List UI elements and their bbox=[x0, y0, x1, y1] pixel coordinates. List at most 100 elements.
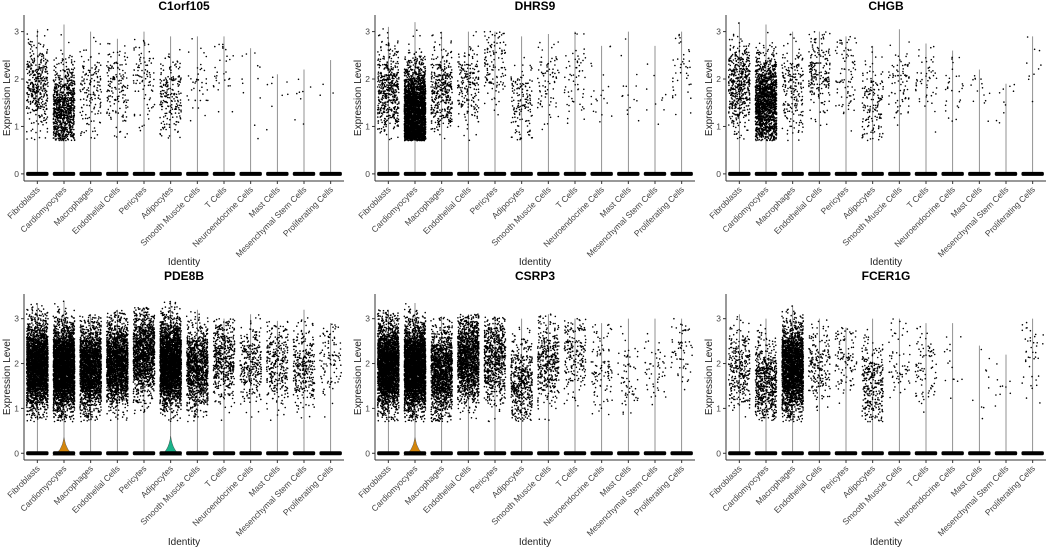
jitter-points-neuroendocrine-cells bbox=[590, 323, 613, 416]
x-tick-label: Proliferating Cells bbox=[983, 463, 1037, 517]
jitter-points-smooth-muscle-cells bbox=[185, 311, 209, 423]
jitter-points-endothelial-cells bbox=[106, 42, 129, 138]
zero-expression-points bbox=[186, 451, 209, 456]
jitter-points-cardiomyocytes bbox=[754, 324, 778, 422]
zero-expression-points bbox=[728, 171, 751, 176]
x-tick-label: Endothelial Cells bbox=[70, 463, 122, 515]
jitter-points-mast-cells bbox=[265, 320, 289, 421]
jitter-points-fibroblasts bbox=[727, 22, 751, 140]
jitter-points-macrophages bbox=[430, 31, 454, 140]
jitter-points-macrophages bbox=[781, 305, 805, 423]
jitter-points-cardiomyocytes bbox=[403, 29, 427, 142]
zero-expression-points bbox=[968, 451, 991, 456]
jitter-points-proliferating-cells bbox=[1021, 321, 1045, 404]
jitter-points-neuroendocrine-cells bbox=[241, 52, 262, 140]
jitter-points-endothelial-cells bbox=[456, 313, 480, 420]
jitter-points-mast-cells bbox=[266, 76, 289, 131]
jitter-points-t-cells bbox=[914, 45, 938, 133]
panel-title: CSRP3 bbox=[515, 269, 555, 283]
zero-expression-points bbox=[106, 171, 129, 176]
jitter-points-endothelial-cells bbox=[808, 31, 831, 127]
jitter-points-pericytes bbox=[483, 316, 507, 423]
zero-expression-points bbox=[941, 451, 964, 456]
zero-expression-points bbox=[781, 451, 804, 456]
zero-expression-points bbox=[670, 451, 693, 456]
zero-expression-points bbox=[377, 451, 400, 456]
y-axis-label: Expression Level bbox=[704, 60, 715, 136]
jitter-points-neuroendocrine-cells bbox=[590, 45, 613, 123]
y-axis-label: Expression Level bbox=[704, 339, 715, 415]
y-tick-label: 2 bbox=[14, 359, 19, 369]
zero-expression-points bbox=[808, 451, 831, 456]
jitter-points-cardiomyocytes bbox=[52, 34, 76, 142]
y-tick-label: 0 bbox=[716, 169, 721, 179]
y-tick-label: 0 bbox=[14, 169, 19, 179]
y-axis-label: Expression Level bbox=[353, 339, 364, 415]
x-tick-label: Endothelial Cells bbox=[70, 184, 122, 236]
jitter-points-mesenchymal-stem-cells bbox=[995, 83, 1016, 124]
y-tick-label: 3 bbox=[365, 27, 370, 37]
zero-expression-points bbox=[537, 451, 560, 456]
jitter-points-mesenchymal-stem-cells bbox=[294, 78, 312, 125]
zero-expression-points bbox=[728, 451, 751, 456]
jitter-points-cardiomyocytes bbox=[52, 300, 76, 423]
jitter-points-mast-cells bbox=[620, 38, 640, 122]
x-tick-label: Proliferating Cells bbox=[983, 184, 1037, 238]
jitter-points-endothelial-cells bbox=[807, 319, 831, 412]
zero-expression-points bbox=[643, 171, 667, 176]
zero-expression-points bbox=[1021, 451, 1044, 456]
jitter-points-t-cells bbox=[563, 317, 587, 407]
zero-expression-points bbox=[239, 451, 262, 456]
zero-expression-points bbox=[914, 171, 938, 176]
jitter-points-endothelial-cells bbox=[105, 309, 129, 421]
zero-expression-points bbox=[239, 171, 262, 176]
zero-expression-points bbox=[266, 171, 289, 176]
jitter-points-macrophages bbox=[79, 36, 103, 139]
zero-expression-points bbox=[754, 171, 778, 176]
x-tick-label: Proliferating Cells bbox=[632, 184, 686, 238]
y-tick-label: 3 bbox=[14, 314, 19, 324]
y-tick-label: 2 bbox=[365, 74, 370, 84]
zero-expression-points bbox=[670, 171, 693, 176]
jitter-points-mast-cells bbox=[972, 348, 991, 420]
zero-expression-points bbox=[590, 451, 613, 456]
x-tick-label: Proliferating Cells bbox=[281, 184, 335, 238]
jitter-points-t-cells bbox=[563, 32, 587, 124]
jitter-points-endothelial-cells bbox=[456, 31, 480, 142]
zero-expression-points bbox=[457, 171, 480, 176]
zero-expression-points bbox=[834, 171, 858, 176]
zero-expression-points bbox=[159, 451, 182, 456]
jitter-points-macrophages bbox=[79, 314, 103, 423]
jitter-points-fibroblasts bbox=[25, 28, 49, 141]
zero-expression-points bbox=[319, 171, 342, 176]
zero-expression-points bbox=[781, 171, 804, 176]
zero-expression-points bbox=[994, 171, 1018, 176]
zero-expression-points bbox=[914, 451, 938, 456]
zero-expression-points bbox=[132, 171, 156, 176]
jitter-points-smooth-muscle-cells bbox=[887, 41, 911, 126]
jitter-points-mast-cells bbox=[970, 75, 991, 122]
x-axis-label: Identity bbox=[519, 537, 551, 548]
zero-expression-points bbox=[132, 451, 156, 456]
zero-expression-points bbox=[1021, 171, 1044, 176]
zero-expression-points bbox=[377, 171, 400, 176]
jitter-points-pericytes bbox=[834, 326, 858, 404]
zero-expression-points bbox=[941, 171, 964, 176]
y-tick-label: 3 bbox=[716, 314, 721, 324]
zero-expression-points bbox=[52, 451, 76, 456]
zero-expression-points bbox=[403, 451, 427, 456]
y-tick-label: 0 bbox=[14, 448, 19, 458]
zero-expression-points bbox=[186, 171, 209, 176]
zero-expression-points bbox=[403, 171, 427, 176]
x-tick-label: T Cells bbox=[554, 463, 580, 489]
zero-expression-points bbox=[212, 451, 236, 456]
zero-expression-points bbox=[457, 451, 480, 456]
jitter-points-proliferating-cells bbox=[1026, 36, 1042, 103]
x-tick-label: T Cells bbox=[905, 463, 931, 489]
zero-expression-points bbox=[52, 171, 76, 176]
y-tick-label: 0 bbox=[365, 448, 370, 458]
